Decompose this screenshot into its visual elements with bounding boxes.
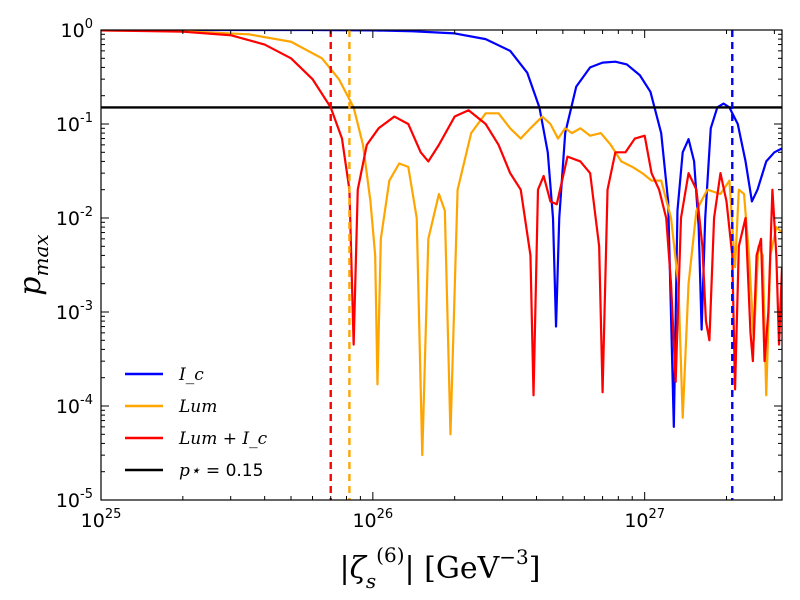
y-tick-label: 10-3	[56, 299, 93, 324]
legend: I_c Lum Lum + I_c p⋆ = 0.15	[125, 365, 268, 481]
y-axis-label: pmax	[13, 234, 53, 295]
series-line-lum	[101, 30, 782, 457]
legend-item-lum: Lum	[125, 397, 217, 417]
y-tick-label: 10-4	[56, 393, 93, 418]
y-tick-label: 100	[61, 17, 93, 42]
legend-item-ic: I_c	[125, 365, 204, 385]
x-tick-label: 1026	[352, 507, 393, 532]
tick-labels-layer: 1025 1026 1027 100 10-1 10-2 10-3 10-4 10-5	[56, 17, 665, 532]
x-tick-label: 1025	[81, 507, 122, 532]
legend-label: Lum + I_c	[178, 429, 268, 449]
plot-frame	[100, 29, 783, 501]
x-axis-label: |ζs(6)| [GeV−3]	[340, 543, 541, 593]
series-layer	[101, 30, 782, 500]
legend-label: p⋆ = 0.15	[179, 461, 263, 481]
y-tick-label: 10-5	[56, 487, 93, 512]
legend-label: Lum	[178, 397, 217, 417]
series-line-lum-ic	[101, 30, 782, 397]
y-tick-label: 10-2	[56, 205, 93, 230]
y-tick-label: 10-1	[56, 111, 93, 136]
legend-label: I_c	[178, 365, 204, 385]
x-tick-label: 1027	[624, 507, 665, 532]
legend-item-p-star: p⋆ = 0.15	[125, 461, 263, 481]
legend-item-lum-ic: Lum + I_c	[125, 429, 268, 449]
